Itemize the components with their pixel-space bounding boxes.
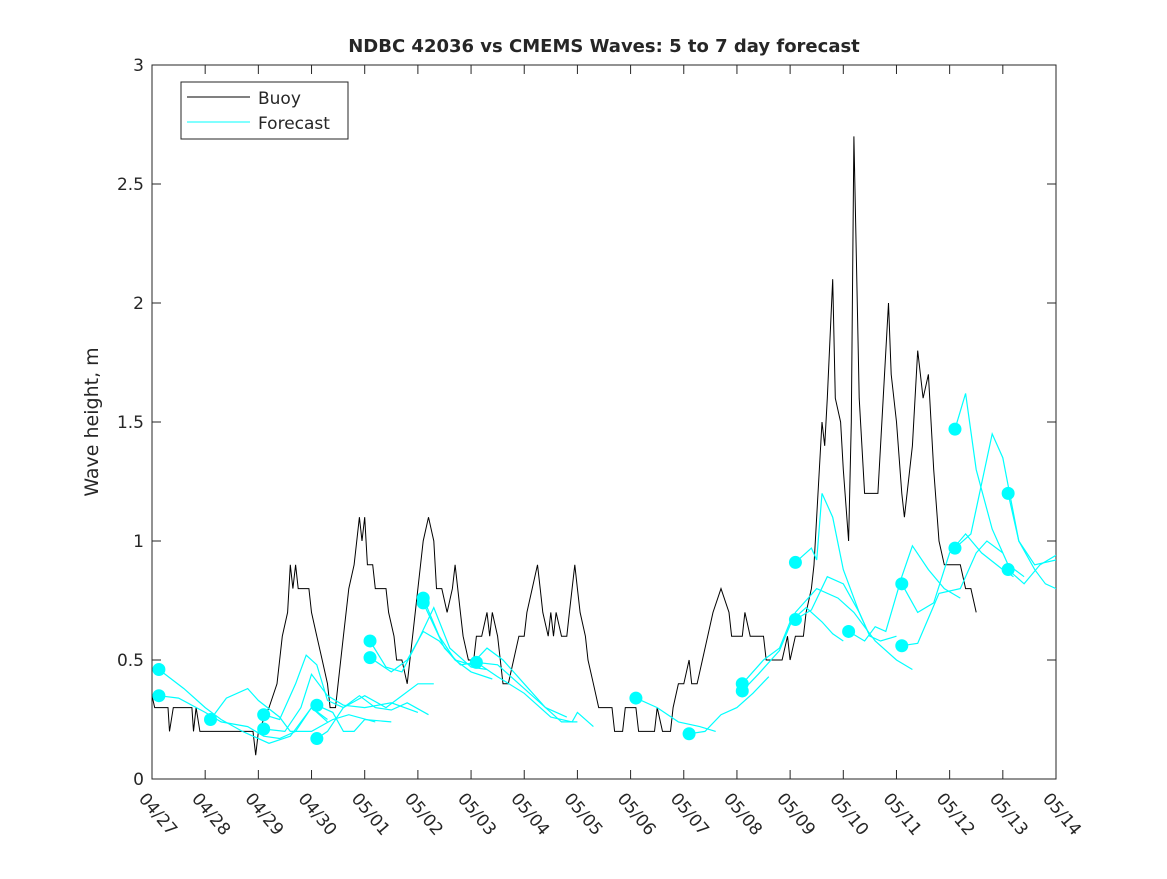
forecast-start-marker: [363, 634, 377, 648]
x-tick-label: 05/11: [879, 789, 926, 839]
forecast-line: [1007, 493, 1056, 590]
x-tick-label: 04/27: [134, 789, 181, 839]
forecast-start-marker: [1001, 563, 1015, 577]
forecast-start-marker: [788, 555, 802, 569]
x-tick-label: 04/30: [294, 789, 341, 839]
forecast-start-marker: [310, 732, 324, 746]
x-tick-label: 05/13: [985, 789, 1032, 839]
x-tick-label: 05/10: [825, 789, 872, 839]
plot-area: [151, 64, 1057, 780]
buoy-line: [152, 136, 977, 756]
forecast-line: [954, 431, 1056, 566]
legend-box: [180, 81, 349, 140]
forecast-start-marker: [310, 698, 324, 712]
forecast-line: [689, 676, 770, 735]
forecast-line: [422, 602, 594, 728]
x-tick-label: 05/07: [666, 789, 713, 839]
forecast-start-marker: [842, 624, 856, 638]
forecast-start-marker: [948, 541, 962, 555]
forecast-start-marker: [257, 708, 271, 722]
forecast-start-marker: [735, 684, 749, 698]
x-tick-label: 05/14: [1038, 789, 1085, 839]
x-tick-label: 05/05: [560, 789, 607, 839]
forecast-line: [635, 697, 716, 732]
forecast-start-marker: [895, 639, 909, 653]
forecast-line: [263, 654, 434, 721]
legend-label-forecast: Forecast: [258, 114, 330, 134]
forecast-line: [1007, 554, 1056, 585]
forecast-line: [316, 694, 429, 739]
y-tick-label: 2.5: [117, 175, 144, 195]
x-tick-label: 05/09: [772, 789, 819, 839]
forecast-start-marker: [203, 713, 217, 726]
forecast-start-marker: [948, 422, 962, 436]
x-tick-label: 05/03: [453, 789, 500, 839]
y-axis-label: Wave height, m: [81, 347, 103, 496]
y-tick-label: 1.5: [117, 413, 144, 433]
forecast-start-marker: [895, 577, 909, 591]
y-tick-label: 1: [133, 532, 144, 552]
forecast-line: [795, 493, 871, 637]
forecast-line: [263, 673, 419, 733]
forecast-start-marker: [416, 596, 430, 610]
x-tick-label: 04/29: [241, 789, 288, 839]
chart-title: NDBC 42036 vs CMEMS Waves: 5 to 7 day fo…: [348, 36, 860, 57]
forecast-line: [210, 687, 376, 733]
x-tick-label: 05/08: [719, 789, 766, 839]
x-tick-label: 04/28: [187, 789, 234, 839]
legend-label-buoy: Buoy: [258, 89, 301, 109]
y-tick-label: 2: [133, 294, 144, 314]
forecast-line: [476, 661, 578, 723]
forecast-line: [848, 544, 961, 642]
forecast-start-marker: [152, 663, 166, 677]
forecast-start-marker: [363, 651, 377, 665]
forecast-line: [316, 704, 392, 733]
forecast-line: [422, 597, 568, 718]
x-tick-label: 05/02: [400, 789, 447, 839]
forecast-line: [901, 540, 1004, 647]
forecast-start-marker: [152, 689, 166, 703]
forecast-start-marker: [469, 655, 483, 669]
x-tick-label: 05/04: [506, 789, 553, 839]
legend: Buoy Forecast: [180, 81, 349, 140]
forecast-start-marker: [629, 691, 643, 705]
y-tick-label: 0.5: [117, 651, 144, 671]
x-tick-label: 05/06: [613, 789, 660, 839]
x-tick-label: 05/12: [932, 789, 979, 839]
forecast-line: [369, 630, 493, 680]
forecast-start-marker: [1001, 486, 1015, 500]
y-tick-label: 3: [133, 56, 144, 76]
forecast-line: [158, 695, 328, 740]
forecast-start-marker: [788, 613, 802, 627]
y-tick-label: 0: [133, 770, 144, 790]
x-tick-label: 05/01: [347, 789, 394, 839]
forecast-line: [795, 575, 897, 642]
forecast-line: [741, 587, 913, 692]
forecast-start-marker: [682, 727, 696, 741]
forecast-start-marker: [257, 722, 271, 736]
